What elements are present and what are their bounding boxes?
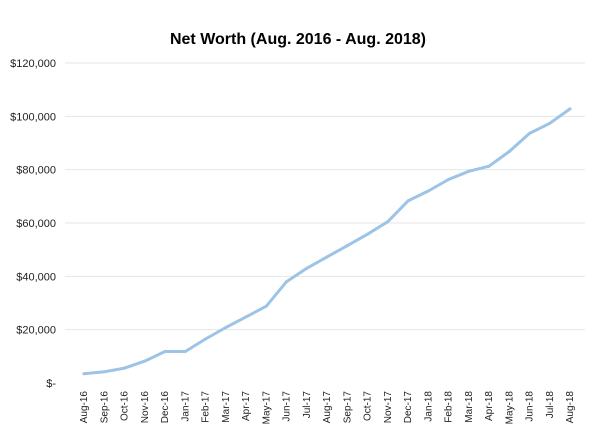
- data-point: [325, 255, 329, 259]
- data-point: [345, 244, 349, 248]
- data-point: [487, 164, 491, 168]
- y-tick-label: $60,000: [16, 218, 56, 230]
- y-tick-label: $100,000: [10, 111, 56, 123]
- data-point: [528, 131, 531, 135]
- x-tick-label: Jun-18: [525, 391, 536, 422]
- x-tick-label: Jun-17: [282, 391, 293, 422]
- x-tick-label: Dec-17: [403, 391, 414, 424]
- x-tick-label: Apr-17: [241, 391, 252, 421]
- data-point: [507, 150, 511, 154]
- gridlines: [65, 62, 585, 331]
- x-tick-label: Oct-17: [363, 391, 374, 421]
- x-tick-label: Dec-16: [160, 391, 171, 424]
- chart-title: Net Worth (Aug. 2016 - Aug. 2018): [170, 31, 426, 48]
- x-tick-label: Mar-17: [221, 391, 232, 423]
- data-point: [467, 169, 471, 173]
- x-tick-label: Aug-16: [79, 391, 90, 424]
- data-point: [447, 178, 450, 182]
- data-point: [285, 280, 288, 284]
- x-tick-label: Sep-17: [342, 391, 353, 424]
- x-tick-label: Jul-18: [545, 391, 556, 419]
- data-point: [123, 366, 126, 370]
- x-axis-ticks: Aug-16 Sep-16 Oct-16 Nov-16 Dec-16 Jan-17 Feb-…: [79, 391, 576, 425]
- data-point: [305, 266, 309, 270]
- y-axis-ticks: $- $20,000 $40,000 $60,000 $80,000 $100,000 $1…: [10, 58, 56, 390]
- data-point: [548, 121, 552, 125]
- x-tick-label: Mar-18: [464, 391, 475, 423]
- data-point: [204, 337, 207, 341]
- data-point: [183, 350, 187, 354]
- data-point: [163, 350, 167, 354]
- y-tick-label: $120,000: [10, 58, 56, 70]
- data-point: [386, 220, 390, 224]
- data-point: [568, 107, 572, 111]
- series-line: [82, 107, 572, 376]
- x-tick-label: Oct-16: [120, 391, 131, 421]
- data-point: [264, 304, 268, 308]
- y-tick-label: $80,000: [16, 165, 56, 177]
- x-tick-label: Nov-16: [140, 391, 151, 424]
- data-point: [143, 359, 147, 363]
- x-tick-label: Aug-17: [322, 391, 333, 424]
- data-point: [244, 315, 248, 319]
- x-tick-label: Feb-17: [201, 391, 212, 423]
- y-tick-label: $20,000: [16, 325, 56, 337]
- x-tick-label: Jan-17: [180, 391, 191, 422]
- data-point: [224, 326, 228, 330]
- data-point: [426, 189, 430, 193]
- y-tick-label: $-: [46, 378, 56, 390]
- x-tick-label: Aug-18: [565, 391, 576, 424]
- x-tick-label: May-17: [261, 391, 272, 425]
- series-layer: [82, 107, 572, 376]
- x-tick-label: Feb-18: [444, 391, 455, 423]
- x-tick-label: May-18: [504, 391, 515, 425]
- y-tick-label: $40,000: [16, 271, 56, 283]
- data-point: [366, 232, 369, 236]
- x-tick-label: Jan-18: [423, 391, 434, 422]
- x-tick-label: Jul-17: [302, 391, 313, 419]
- x-tick-label: Nov-17: [383, 391, 394, 424]
- data-point: [406, 199, 410, 203]
- x-tick-label: Sep-16: [99, 391, 110, 424]
- x-tick-label: Apr-18: [484, 391, 495, 421]
- data-point: [82, 372, 86, 376]
- data-point: [102, 370, 106, 374]
